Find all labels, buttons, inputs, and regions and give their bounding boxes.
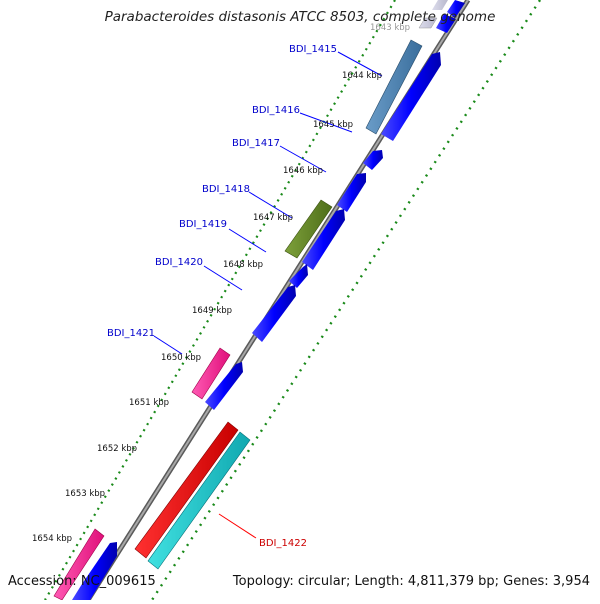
- gene-feature: [191, 347, 231, 400]
- cds-arrow: [72, 542, 117, 600]
- kbp-tick-label: 1647 kbp: [253, 213, 293, 223]
- kbp-tick-label: 1645 kbp: [313, 120, 353, 130]
- gene-feature: [418, 17, 438, 29]
- topology-summary: Topology: circular; Length: 4,811,379 bp…: [232, 574, 590, 589]
- kbp-tick-label: 1646 kbp: [283, 166, 323, 176]
- gene-label-bdi-1417[interactable]: BDI_1417: [232, 138, 280, 149]
- leader-line: [203, 265, 243, 291]
- kbp-tick-label: 1643 kbp: [370, 23, 410, 33]
- gene-label-bdi-1416[interactable]: BDI_1416: [252, 105, 300, 116]
- accession-label: Accession: NC_009615: [8, 574, 156, 589]
- gene-labels: BDI_1415 BDI_1416 BDI_1417 BDI_1418 BDI_…: [107, 44, 337, 549]
- cds-arrow: [289, 264, 308, 288]
- cds-arrow: [363, 150, 383, 170]
- gene-feature: [365, 39, 423, 135]
- kbp-tick-label: 1651 kbp: [129, 398, 169, 408]
- guide-inner: [44, 0, 396, 601]
- cds-arrow: [436, 14, 456, 33]
- kbp-tick-label: 1648 kbp: [223, 260, 263, 270]
- gene-label-bdi-1418[interactable]: BDI_1418: [202, 184, 250, 195]
- cds-arrow: [252, 285, 296, 342]
- gene-label-bdi-1415[interactable]: BDI_1415: [289, 44, 337, 55]
- cds-arrow: [302, 209, 345, 270]
- cds-arrow: [447, 0, 465, 18]
- cds-arrow: [337, 173, 366, 212]
- leader-line: [218, 513, 257, 539]
- kbp-tick-label: 1650 kbp: [161, 353, 201, 363]
- gene-label-bdi-1419[interactable]: BDI_1419: [179, 219, 227, 230]
- gene-feature: [134, 421, 239, 559]
- leader-line: [228, 228, 267, 253]
- cds-arrow: [381, 52, 441, 141]
- kbp-tick-label: 1652 kbp: [97, 444, 137, 454]
- gene-feature: [432, 0, 448, 10]
- kbp-tick-label: 1653 kbp: [65, 489, 105, 499]
- leader-line: [248, 191, 293, 219]
- gene-label-bdi-1422[interactable]: BDI_1422: [259, 538, 307, 549]
- leader-line: [337, 51, 383, 77]
- gene-feature: [147, 431, 251, 570]
- guide-outer: [150, 0, 542, 601]
- leader-line: [279, 145, 327, 173]
- gene-label-bdi-1421[interactable]: BDI_1421: [107, 328, 155, 339]
- gene-feature: [284, 199, 333, 259]
- cds-arrow: [205, 362, 243, 410]
- gene-label-leaders: [153, 51, 383, 539]
- kbp-tick-label: 1644 kbp: [342, 71, 382, 81]
- gene-features: [53, 0, 465, 601]
- position-ticks: 1643 kbp 1644 kbp 1645 kbp 1646 kbp 1647…: [32, 23, 410, 544]
- kbp-tick-label: 1649 kbp: [192, 306, 232, 316]
- leader-line: [299, 112, 353, 133]
- leader-line: [153, 335, 183, 355]
- map-title: Parabacteroides distasonis ATCC 8503, co…: [104, 9, 496, 25]
- gene-label-bdi-1420[interactable]: BDI_1420: [155, 257, 203, 268]
- kbp-tick-label: 1654 kbp: [32, 534, 72, 544]
